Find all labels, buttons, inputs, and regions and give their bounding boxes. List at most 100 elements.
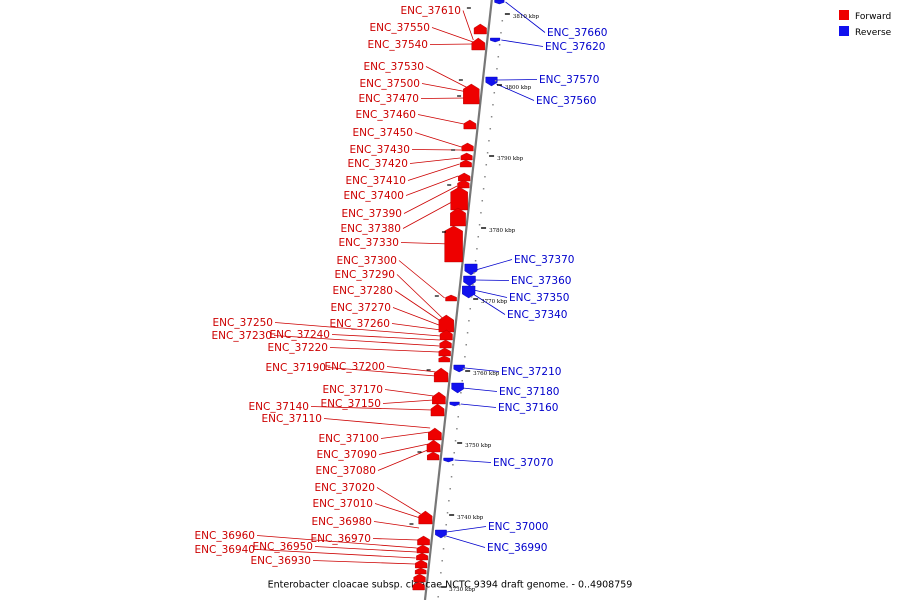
reverse-leader-line [472,293,506,315]
forward-gene-feature[interactable] [463,119,477,130]
reverse-gene-feature[interactable] [435,529,447,539]
forward-gene-feature[interactable] [427,451,440,461]
reverse-gene-feature[interactable] [451,382,464,394]
forward-gene-label[interactable]: ENC_37410 [346,175,406,187]
forward-gene-feature[interactable] [438,355,451,363]
reverse-gene-feature[interactable] [485,76,498,87]
reverse-gene-feature[interactable] [462,285,476,299]
forward-gene-feature[interactable] [415,559,428,569]
forward-gene-label[interactable]: ENC_37090 [317,449,377,461]
forward-gene-feature[interactable] [438,347,451,357]
forward-gene-feature[interactable] [417,535,430,546]
reverse-gene-label[interactable]: ENC_36990 [487,542,547,554]
reverse-gene-feature[interactable] [449,401,460,407]
forward-gene-feature[interactable] [418,510,433,525]
reverse-gene-label[interactable]: ENC_37000 [488,521,548,533]
reverse-gene-label[interactable]: ENC_37070 [493,457,553,469]
forward-gene-feature[interactable] [413,573,426,583]
forward-gene-feature[interactable] [430,403,445,417]
forward-gene-label[interactable]: ENC_37100 [319,433,379,445]
forward-gene-label[interactable]: ENC_37150 [321,398,381,410]
forward-gene-feature[interactable] [438,314,454,333]
reverse-gene-feature[interactable] [494,0,505,5]
forward-gene-label[interactable]: ENC_37220 [268,342,328,354]
forward-gene-label[interactable]: ENC_37280 [333,285,393,297]
reverse-gene-feature[interactable] [490,37,501,43]
reverse-gene-feature[interactable] [443,457,454,463]
reverse-gene-label[interactable]: ENC_37180 [499,386,559,398]
forward-gene-label[interactable]: ENC_37010 [313,498,373,510]
reverse-gene-feature[interactable] [453,364,465,373]
forward-gene-label[interactable]: ENC_37460 [356,109,416,121]
forward-gene-label[interactable]: ENC_37240 [270,329,330,341]
forward-gene-label[interactable]: ENC_37530 [364,61,424,73]
forward-gene-feature[interactable] [450,207,466,227]
reverse-gene-label[interactable]: ENC_37370 [514,254,574,266]
reverse-gene-label[interactable]: ENC_37340 [507,309,567,321]
forward-gene-feature[interactable] [439,339,452,349]
reverse-gene-label[interactable]: ENC_37350 [509,292,569,304]
forward-gene-label[interactable]: ENC_37420 [348,158,408,170]
forward-gene-label[interactable]: ENC_37610 [401,5,461,17]
forward-gene-feature[interactable] [432,391,446,405]
forward-gene-label[interactable]: ENC_37170 [323,384,383,396]
forward-gene-feature[interactable] [471,37,486,51]
forward-gene-label[interactable]: ENC_37540 [368,39,428,51]
forward-gene-label[interactable]: ENC_37260 [330,318,390,330]
reverse-gene-label[interactable]: ENC_37660 [547,27,607,39]
forward-gene-feature[interactable] [439,329,453,341]
forward-gene-label[interactable]: ENC_37290 [335,269,395,281]
forward-gene-feature[interactable] [473,23,487,35]
forward-gene-label[interactable]: ENC_37330 [339,237,399,249]
reverse-gene-feature[interactable] [463,275,476,287]
forward-gene-label[interactable]: ENC_36940 [195,544,255,556]
forward-gene-feature[interactable] [444,225,463,263]
forward-gene-feature[interactable] [458,172,471,182]
forward-gene-label[interactable]: ENC_37550 [370,22,430,34]
forward-gene-label[interactable]: ENC_37400 [344,190,404,202]
forward-gene-label[interactable]: ENC_37190 [266,362,326,374]
forward-gene-feature[interactable] [433,367,449,383]
reverse-gene-label[interactable]: ENC_37560 [536,95,596,107]
forward-gene-label[interactable]: ENC_37390 [342,208,402,220]
reverse-gene-label[interactable]: ENC_37160 [498,402,558,414]
forward-gene-label[interactable]: ENC_37300 [337,255,397,267]
forward-gene-feature[interactable] [445,294,457,302]
forward-gene-label[interactable]: ENC_37380 [341,223,401,235]
forward-gene-feature[interactable] [457,179,470,189]
forward-gene-label[interactable]: ENC_36960 [195,530,255,542]
forward-gene-feature[interactable] [460,152,473,161]
forward-gene-feature[interactable] [414,567,427,575]
forward-gene-feature[interactable] [461,142,474,152]
reverse-gene-label[interactable]: ENC_37360 [511,275,571,287]
forward-gene-feature[interactable] [463,83,480,105]
forward-gene-label[interactable]: ENC_36950 [253,541,313,553]
forward-gene-feature[interactable] [412,581,425,591]
reverse-gene-label[interactable]: ENC_37620 [545,41,605,53]
forward-gene-label[interactable]: ENC_37500 [360,78,420,90]
reverse-gene-feature[interactable] [464,263,478,276]
forward-gene-label[interactable]: ENC_37470 [359,93,419,105]
forward-gene-label[interactable]: ENC_37230 [212,330,272,342]
forward-gene-feature[interactable] [416,544,429,554]
forward-gene-feature[interactable] [459,159,472,168]
forward-gene-label[interactable]: ENC_37250 [213,317,273,329]
forward-gene-label[interactable]: ENC_37270 [331,302,391,314]
forward-gene-label[interactable]: ENC_37450 [353,127,413,139]
forward-gene-label[interactable]: ENC_37140 [249,401,309,413]
forward-leader-line [256,549,416,559]
forward-gene-feature[interactable] [428,427,442,441]
forward-gene-label[interactable]: ENC_37110 [262,413,322,425]
forward-gene-label[interactable]: ENC_37200 [325,361,385,373]
forward-gene-label[interactable]: ENC_36930 [251,555,311,567]
forward-gene-label[interactable]: ENC_36980 [312,516,372,528]
forward-gene-label[interactable]: ENC_37080 [316,465,376,477]
forward-gene-feature[interactable] [450,186,468,211]
forward-gene-label[interactable]: ENC_37020 [315,482,375,494]
forward-gene-feature[interactable] [426,439,441,453]
forward-gene-label[interactable]: ENC_37430 [350,144,410,156]
forward-gene-label[interactable]: ENC_36970 [311,533,371,545]
reverse-gene-label[interactable]: ENC_37210 [501,366,561,378]
forward-gene-feature[interactable] [416,552,429,561]
reverse-gene-label[interactable]: ENC_37570 [539,74,599,86]
